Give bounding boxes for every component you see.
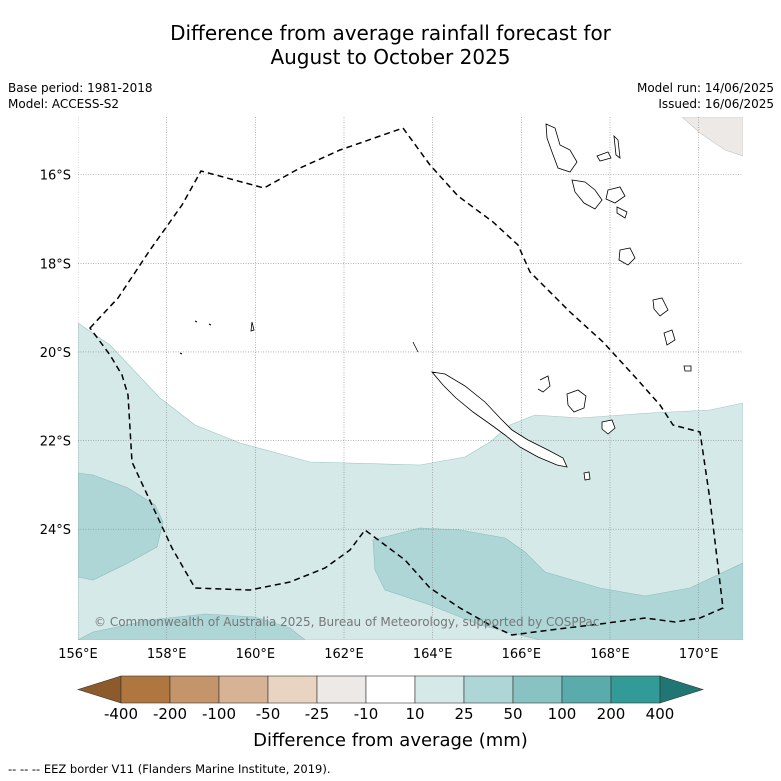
x-tick-label: 168°E bbox=[590, 647, 630, 662]
y-tick-label: 20°S bbox=[40, 346, 71, 361]
colorbar-label: 400 bbox=[645, 705, 675, 723]
colorbar-segment bbox=[512, 675, 563, 704]
colorbar-label: -100 bbox=[201, 705, 237, 723]
colorbar-extend-low bbox=[76, 675, 122, 704]
malekula-island bbox=[571, 179, 603, 210]
x-tick-label: 164°E bbox=[413, 647, 453, 662]
efate-island bbox=[618, 247, 636, 266]
colorbar-label: 25 bbox=[454, 705, 474, 723]
chesterfield-reef bbox=[250, 321, 255, 332]
title-line-2: August to October 2025 bbox=[270, 45, 511, 69]
model-run: Model run: 14/06/2025 bbox=[636, 81, 774, 95]
x-tick-label: 162°E bbox=[324, 647, 364, 662]
y-tick-label: 16°S bbox=[40, 169, 71, 184]
colorbar-segment bbox=[365, 675, 416, 704]
colorbar-segment bbox=[120, 675, 171, 704]
map-area: © Commonwealth of Australia 2025, Bureau… bbox=[78, 117, 743, 640]
x-tick-label: 160°E bbox=[236, 647, 276, 662]
colorbar-segment bbox=[267, 675, 318, 704]
colorbar-segment bbox=[463, 675, 514, 704]
anomaly-patch-dry bbox=[681, 117, 743, 157]
mare-island bbox=[601, 419, 616, 435]
x-tick-label: 158°E bbox=[147, 647, 187, 662]
colorbar-label: -400 bbox=[103, 705, 139, 723]
x-tick-label: 156°E bbox=[58, 647, 98, 662]
colorbar-segment bbox=[561, 675, 612, 704]
model-name: Model: ACCESS-S2 bbox=[8, 97, 120, 111]
espiritu-santo-island bbox=[545, 123, 578, 173]
colorbar-label: 50 bbox=[503, 705, 523, 723]
anomaly-patch-southwest bbox=[78, 613, 306, 640]
anomaly-region-10-25 bbox=[78, 322, 743, 640]
colorbar-segment bbox=[169, 675, 220, 704]
y-tick-label: 24°S bbox=[40, 523, 71, 538]
erromango-island bbox=[652, 297, 669, 317]
lifou-island bbox=[566, 389, 587, 413]
y-tick-label: 18°S bbox=[40, 257, 71, 272]
small-islet-3 bbox=[179, 352, 183, 355]
x-tick-label: 170°E bbox=[679, 647, 719, 662]
colorbar-label: -200 bbox=[152, 705, 188, 723]
colorbar-label: -50 bbox=[255, 705, 281, 723]
epi-island bbox=[616, 206, 628, 219]
eez-legend: -- -- -- EEZ border V11 (Flanders Marine… bbox=[8, 762, 331, 776]
y-tick-label: 22°S bbox=[40, 435, 71, 450]
maewo-island bbox=[613, 134, 621, 159]
map-gridlines bbox=[78, 117, 743, 640]
small-islet-1 bbox=[194, 320, 198, 323]
title-line-1: Difference from average rainfall forecas… bbox=[170, 21, 611, 45]
anomaly-patch-west bbox=[78, 472, 164, 581]
colorbar-segment bbox=[414, 675, 465, 704]
colorbar-segment bbox=[218, 675, 269, 704]
pentecost-ambrym-island bbox=[605, 186, 626, 204]
colorbar bbox=[76, 675, 705, 704]
isle-of-pines bbox=[583, 471, 591, 481]
colorbar-extend-high bbox=[659, 675, 705, 704]
colorbar-label: 200 bbox=[596, 705, 626, 723]
aneityum-island bbox=[683, 365, 692, 372]
x-tick-label: 166°E bbox=[502, 647, 542, 662]
colorbar-segment bbox=[610, 675, 661, 704]
small-islet-2 bbox=[208, 323, 212, 326]
colorbar-label: -25 bbox=[304, 705, 330, 723]
anomaly-patch-south bbox=[372, 527, 743, 640]
copyright-text: © Commonwealth of Australia 2025, Bureau… bbox=[94, 615, 599, 629]
ouvea-island bbox=[537, 375, 551, 393]
colorbar-segment bbox=[316, 675, 367, 704]
belep-islands bbox=[412, 341, 419, 353]
colorbar-title: Difference from average (mm) bbox=[253, 730, 528, 751]
colorbar-label: 100 bbox=[547, 705, 577, 723]
ambae-island bbox=[596, 151, 612, 162]
colorbar-label: -10 bbox=[353, 705, 379, 723]
new-caledonia-island bbox=[431, 371, 568, 468]
issued-date: Issued: 16/06/2025 bbox=[658, 97, 774, 111]
base-period: Base period: 1981-2018 bbox=[8, 81, 153, 95]
tanna-island bbox=[663, 329, 676, 346]
colorbar-label: 10 bbox=[405, 705, 425, 723]
